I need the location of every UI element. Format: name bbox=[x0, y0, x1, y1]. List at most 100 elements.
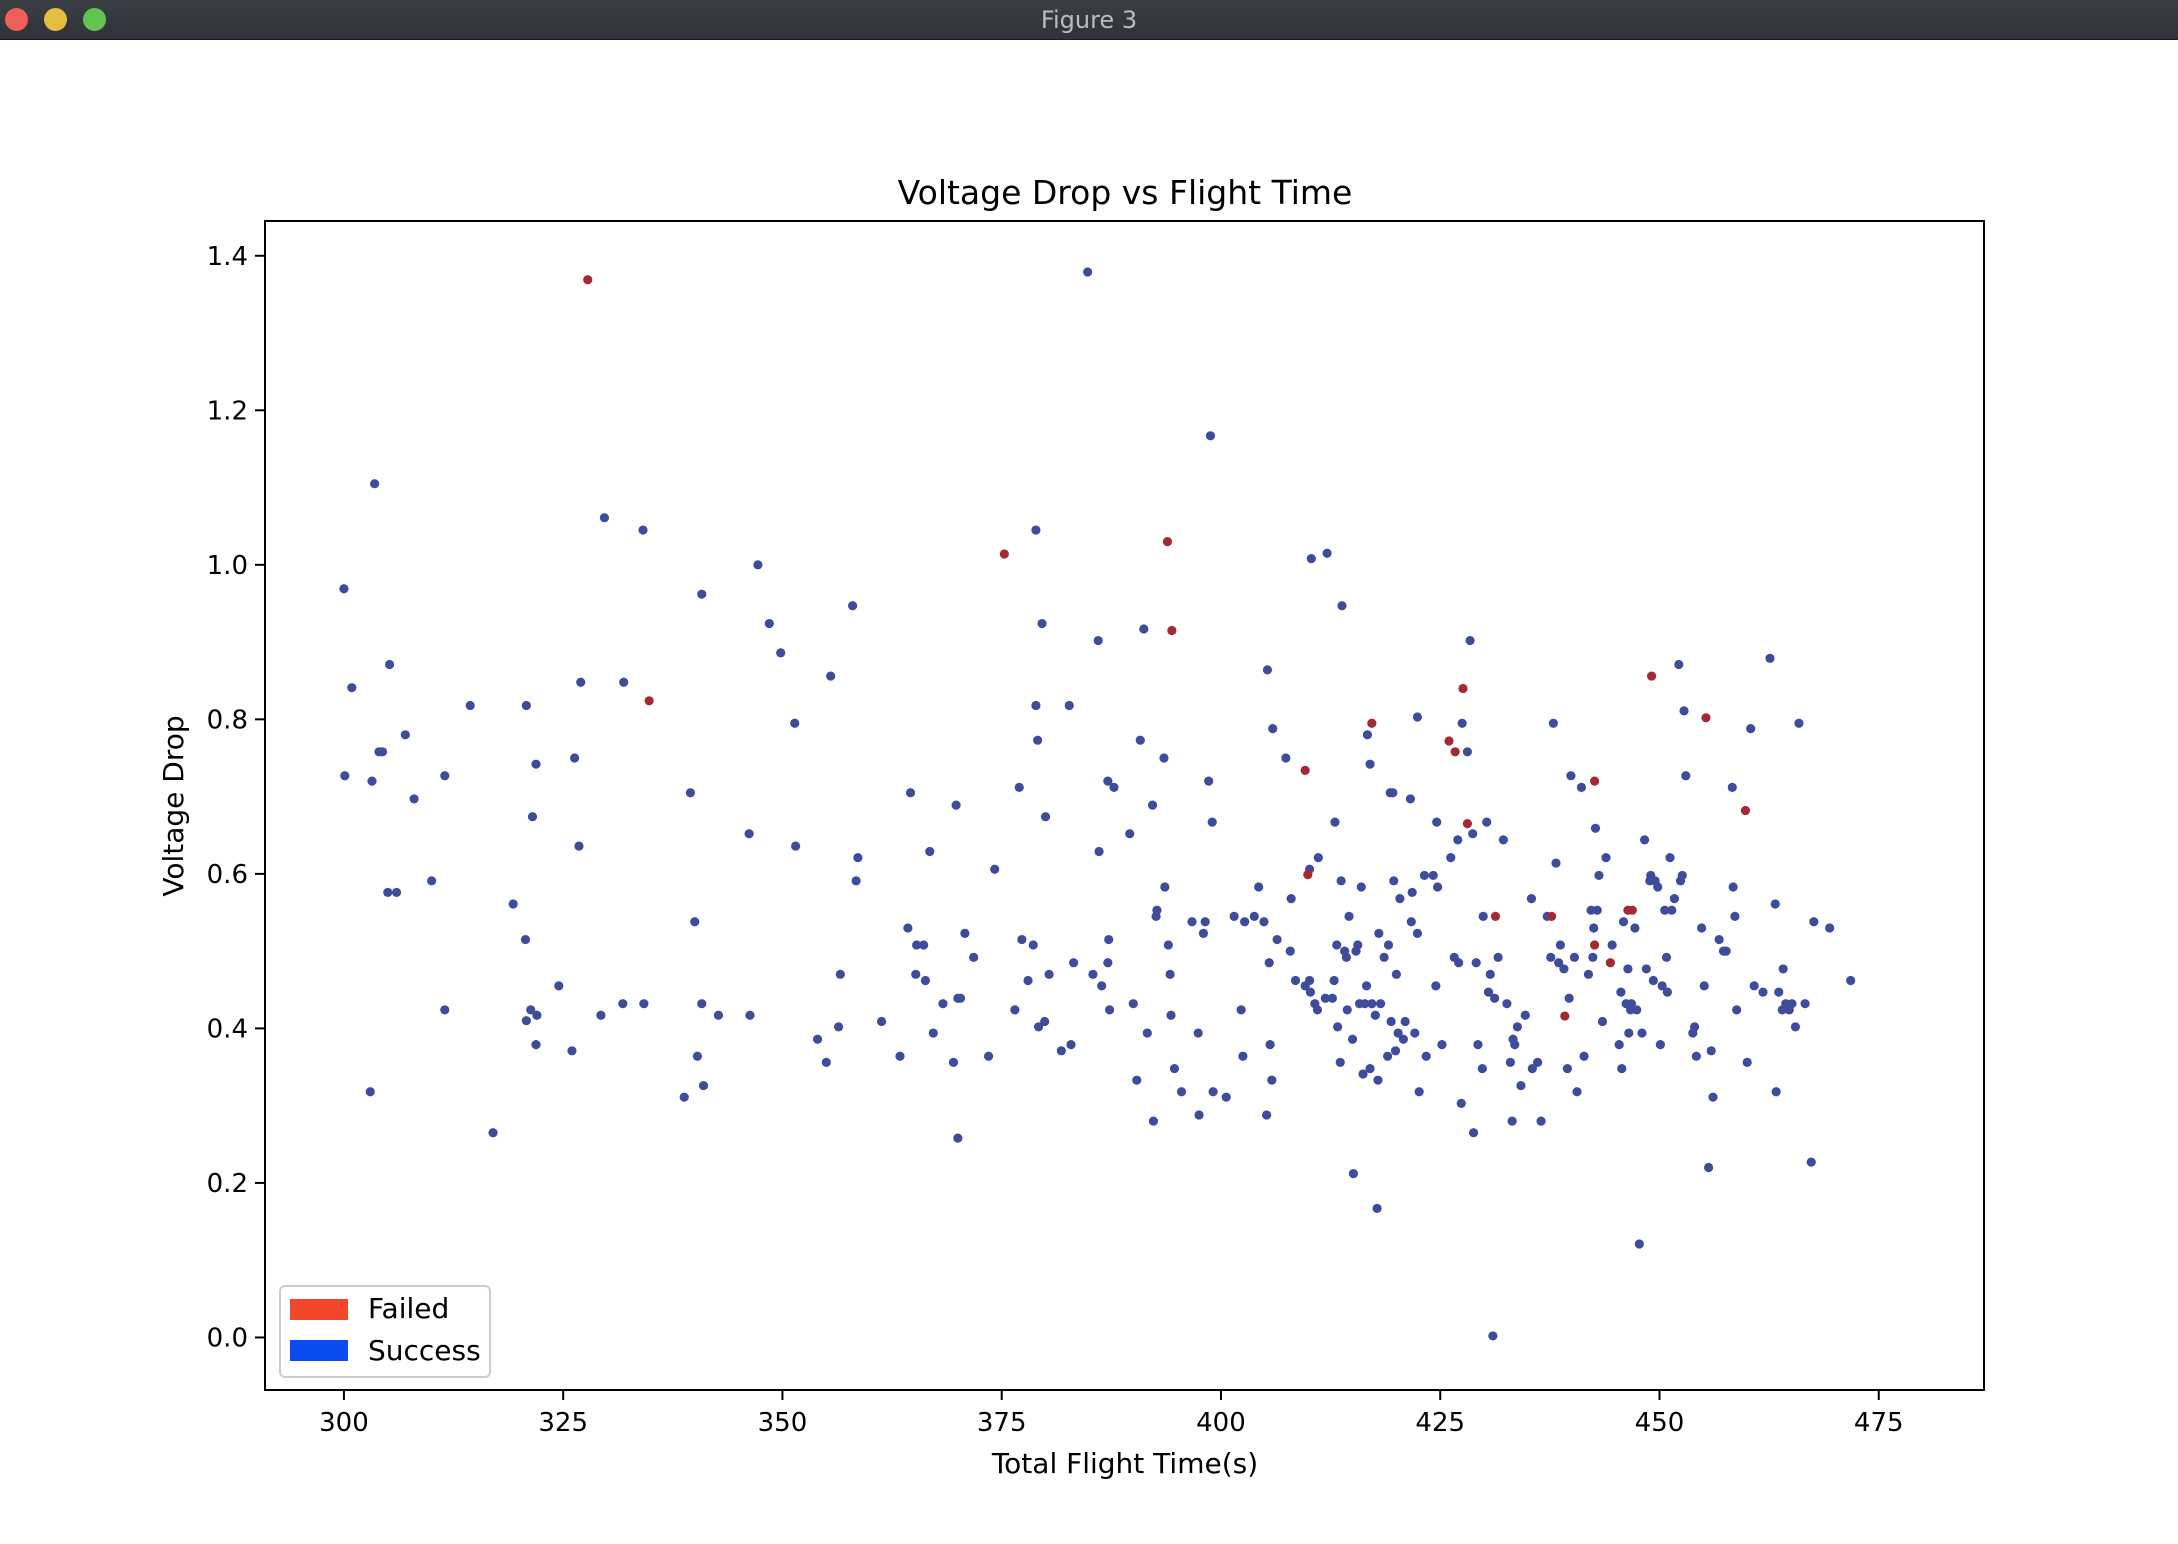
data-point-success bbox=[1412, 712, 1423, 722]
data-point-success bbox=[1372, 1203, 1382, 1214]
data-point-success bbox=[1200, 917, 1210, 927]
data-point-success bbox=[1358, 1069, 1368, 1079]
data-point-success bbox=[1564, 993, 1574, 1003]
data-point-success bbox=[1176, 1087, 1187, 1097]
data-point-success bbox=[1163, 940, 1173, 950]
data-point-success bbox=[697, 999, 707, 1009]
data-point-success bbox=[384, 659, 395, 670]
data-point-success bbox=[776, 648, 786, 658]
data-point-success bbox=[744, 829, 754, 839]
legend: Failed Success bbox=[279, 1285, 491, 1378]
data-point-success bbox=[713, 1010, 724, 1020]
data-point-success bbox=[1386, 1016, 1396, 1027]
data-point-success bbox=[1208, 1087, 1218, 1097]
data-point-success bbox=[1262, 665, 1273, 675]
data-point-success bbox=[488, 1128, 498, 1138]
data-point-success bbox=[1691, 1051, 1701, 1061]
data-point-success bbox=[1240, 917, 1250, 927]
data-point-success bbox=[1391, 969, 1401, 979]
data-point-success bbox=[698, 1080, 709, 1091]
data-point-success bbox=[1778, 964, 1788, 974]
data-point-success bbox=[1056, 1046, 1066, 1056]
data-point-failed bbox=[1367, 718, 1377, 728]
data-point-failed bbox=[1450, 747, 1460, 757]
data-point-success bbox=[1482, 817, 1492, 827]
minimize-window-button[interactable] bbox=[44, 8, 67, 31]
legend-swatch-success bbox=[290, 1340, 348, 1361]
data-point-success bbox=[919, 940, 929, 950]
data-point-success bbox=[1453, 835, 1463, 845]
data-point-success bbox=[569, 753, 580, 763]
data-point-success bbox=[1679, 706, 1689, 716]
data-point-success bbox=[1714, 934, 1724, 945]
data-point-success bbox=[1353, 940, 1363, 950]
data-point-success bbox=[960, 928, 970, 938]
data-point-success bbox=[1579, 1051, 1589, 1061]
data-point-success bbox=[925, 846, 935, 857]
data-point-success bbox=[1379, 952, 1389, 962]
data-point-failed bbox=[1627, 905, 1637, 915]
data-point-success bbox=[409, 794, 419, 804]
x-tick-label: 400 bbox=[1196, 1408, 1246, 1438]
data-point-success bbox=[1483, 987, 1494, 997]
legend-label-success: Success bbox=[368, 1334, 481, 1367]
data-point-success bbox=[1365, 759, 1375, 769]
data-point-success bbox=[1641, 964, 1651, 974]
data-point-success bbox=[938, 999, 948, 1009]
data-point-success bbox=[1388, 788, 1398, 798]
data-point-success bbox=[1344, 911, 1354, 921]
data-point-success bbox=[1360, 999, 1370, 1009]
data-point-success bbox=[1414, 1087, 1424, 1097]
data-point-success bbox=[1536, 1116, 1546, 1126]
data-point-success bbox=[1657, 981, 1667, 991]
data-point-success bbox=[1412, 928, 1423, 938]
y-tick-label: 1.0 bbox=[207, 551, 248, 581]
data-point-success bbox=[1139, 624, 1149, 634]
data-point-success bbox=[340, 771, 350, 781]
data-point-success bbox=[1193, 1028, 1203, 1038]
data-point-success bbox=[1846, 975, 1856, 986]
data-point-failed bbox=[583, 275, 593, 285]
data-point-success bbox=[1103, 776, 1113, 786]
y-tick-label: 1.4 bbox=[207, 242, 248, 272]
data-point-success bbox=[1147, 800, 1158, 810]
data-point-success bbox=[1562, 1063, 1573, 1074]
data-point-success bbox=[764, 618, 774, 629]
data-point-success bbox=[1040, 812, 1051, 822]
data-point-success bbox=[1617, 1063, 1627, 1074]
data-point-success bbox=[1662, 987, 1672, 997]
window-title: Figure 3 bbox=[1040, 6, 1138, 34]
data-point-success bbox=[1109, 782, 1119, 792]
data-point-success bbox=[1630, 923, 1640, 933]
close-window-button[interactable] bbox=[5, 8, 28, 31]
data-point-success bbox=[1320, 993, 1330, 1003]
data-point-success bbox=[853, 853, 863, 863]
data-point-failed bbox=[1303, 870, 1313, 880]
data-point-success bbox=[1373, 1075, 1383, 1085]
data-point-success bbox=[638, 525, 648, 535]
data-point-success bbox=[1806, 1157, 1816, 1167]
data-point-success bbox=[347, 683, 357, 693]
legend-label-failed: Failed bbox=[368, 1292, 449, 1325]
data-point-success bbox=[1590, 823, 1601, 833]
data-point-success bbox=[1290, 975, 1301, 986]
x-axis-label: Total Flight Time(s) bbox=[991, 1447, 1258, 1480]
data-point-success bbox=[1758, 987, 1768, 997]
data-point-success bbox=[1566, 771, 1576, 781]
y-tick-label: 0.8 bbox=[207, 705, 248, 735]
data-point-success bbox=[1655, 1040, 1665, 1050]
data-point-success bbox=[1135, 735, 1145, 745]
data-point-success bbox=[1160, 882, 1170, 892]
data-point-failed bbox=[1560, 1011, 1570, 1021]
data-point-success bbox=[1432, 817, 1442, 827]
data-point-success bbox=[1699, 981, 1709, 991]
data-point-success bbox=[1103, 958, 1113, 968]
data-point-success bbox=[1037, 618, 1047, 629]
data-point-success bbox=[1014, 782, 1024, 792]
data-point-success bbox=[1254, 882, 1264, 892]
data-point-success bbox=[1614, 1040, 1624, 1050]
data-point-failed bbox=[644, 696, 654, 706]
data-point-success bbox=[1727, 782, 1737, 792]
maximize-window-button[interactable] bbox=[83, 8, 106, 31]
data-point-success bbox=[692, 1051, 702, 1061]
